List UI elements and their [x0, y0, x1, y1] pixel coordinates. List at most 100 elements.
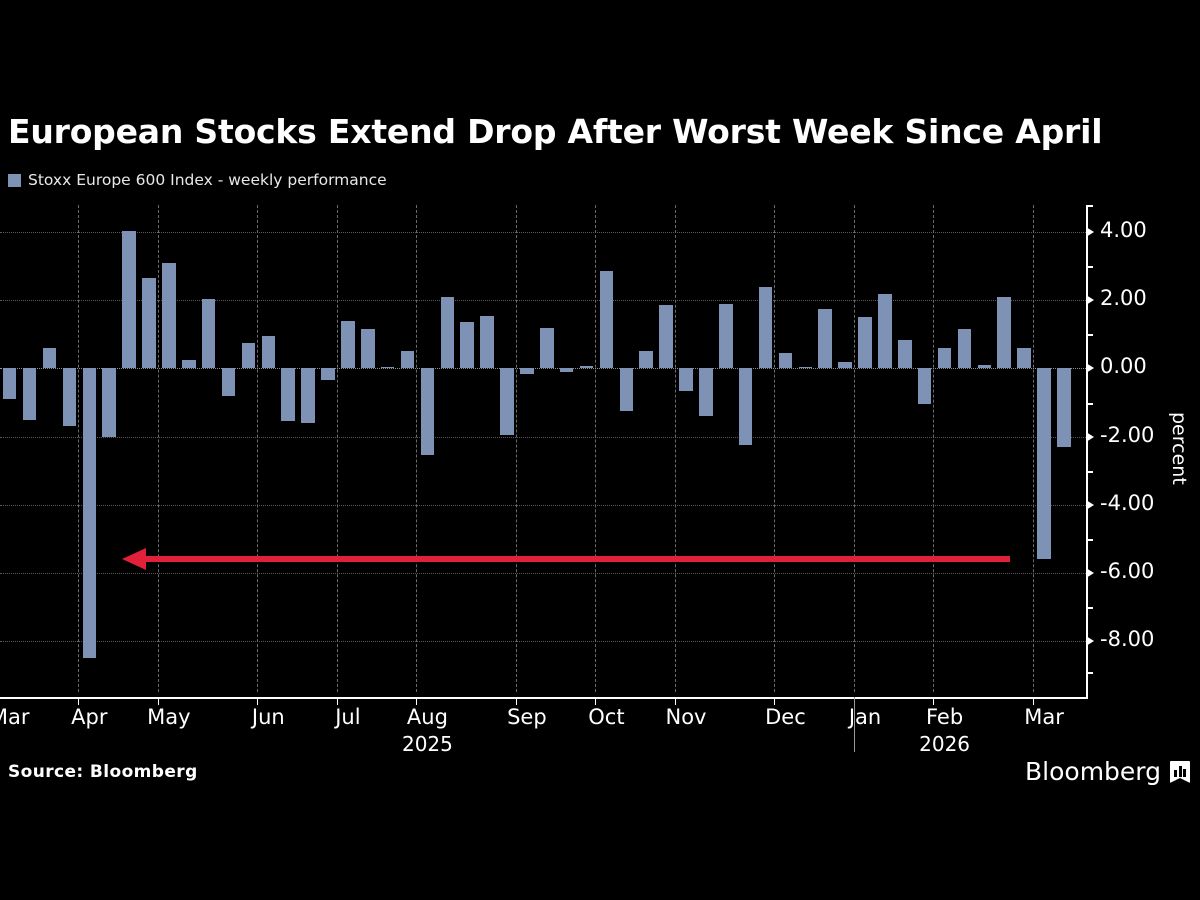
chart-bar — [758, 286, 773, 369]
gridline-vertical — [78, 205, 80, 692]
x-tick-mark — [416, 697, 418, 705]
chart-bar — [1057, 368, 1071, 447]
gridline-vertical — [595, 205, 597, 692]
chart-bar — [162, 262, 176, 369]
y-tick-arrow-icon — [1086, 227, 1094, 238]
y-tick-arrow-icon — [1086, 363, 1094, 374]
chart-bar — [102, 368, 116, 437]
y-tick-arrow-icon — [1086, 499, 1094, 510]
y-tick-minor — [1086, 334, 1093, 337]
chart-bar — [798, 366, 813, 369]
x-year-label: 2026 — [919, 732, 971, 756]
x-tick-label: Jun — [251, 705, 285, 729]
y-tick-minor — [1086, 538, 1093, 541]
x-tick-label: Dec — [765, 705, 806, 729]
gridline-horizontal — [0, 368, 1086, 370]
y-tick-arrow-icon — [1086, 431, 1094, 442]
gridline-horizontal — [0, 640, 1086, 642]
x-tick-mark — [933, 697, 935, 705]
bloomberg-brand: Bloomberg — [1025, 757, 1190, 786]
x-axis-line — [0, 697, 1088, 699]
gridline-horizontal — [0, 232, 1086, 234]
y-tick-label: 4.00 — [1100, 218, 1147, 243]
brand-text: Bloomberg — [1025, 757, 1161, 786]
y-tick-minor — [1086, 606, 1093, 609]
chart-bar — [181, 359, 196, 369]
chart-bar — [1017, 348, 1031, 369]
chart-bar — [420, 368, 435, 456]
y-tick-minor — [1086, 266, 1093, 269]
y-tick-arrow-icon — [1086, 567, 1094, 578]
y-tick-label: -8.00 — [1100, 626, 1155, 651]
source-label: Source: Bloomberg — [8, 762, 198, 782]
x-tick-label: Aug — [406, 705, 448, 729]
gridline-vertical — [257, 205, 259, 692]
chart-legend: Stoxx Europe 600 Index - weekly performa… — [8, 171, 387, 189]
chart-bar — [917, 368, 932, 405]
gridline-vertical — [933, 205, 935, 692]
gridline-vertical — [157, 205, 159, 692]
chart-bar — [520, 368, 534, 374]
y-tick-minor — [1086, 470, 1093, 473]
chart-bar — [997, 296, 1011, 369]
chart-bar — [440, 296, 455, 369]
chart-bar — [281, 368, 295, 422]
chart-bar — [719, 303, 733, 369]
chart-bar — [878, 293, 892, 369]
chart-bar — [957, 329, 972, 369]
chart-bar — [301, 368, 315, 423]
x-tick-label: Oct — [588, 705, 625, 729]
x-tick-mark — [78, 697, 80, 705]
y-tick-minor — [1086, 402, 1093, 405]
x-tick-label: Feb — [925, 705, 964, 729]
chart-bar — [122, 230, 136, 369]
y-tick-arrow-icon — [1086, 635, 1094, 646]
chart-bar — [619, 368, 634, 412]
x-tick-mark — [595, 697, 597, 705]
y-tick-minor — [1086, 205, 1093, 207]
chart-bar — [241, 342, 256, 369]
chart-bar — [838, 361, 852, 369]
chart-bar — [977, 365, 992, 369]
chart-bar — [1037, 368, 1051, 560]
chart-bar — [480, 315, 494, 369]
gridline-horizontal — [0, 504, 1086, 506]
y-tick-label: 0.00 — [1100, 354, 1147, 379]
chart-bar — [400, 351, 415, 369]
x-tick-mark — [1032, 697, 1034, 705]
x-tick-mark — [336, 697, 338, 705]
x-tick-mark — [674, 697, 676, 705]
chart-bar — [858, 317, 872, 369]
chart-bar — [321, 368, 335, 381]
chart-bar — [142, 278, 156, 369]
chart-title: European Stocks Extend Drop After Worst … — [8, 112, 1103, 151]
chart-bar — [778, 353, 793, 369]
x-tick-mark — [774, 697, 776, 705]
chart-bar — [2, 368, 17, 400]
chart-bar — [500, 368, 514, 435]
y-tick-minor — [1086, 671, 1093, 674]
plot-area — [0, 205, 1086, 692]
chart-bar — [679, 368, 693, 391]
chart-bar — [261, 336, 276, 369]
x-tick-mark — [515, 697, 517, 705]
chart-bar — [460, 322, 474, 369]
x-tick-label: Apr — [71, 705, 108, 729]
chart-bar — [62, 368, 77, 427]
gridline-horizontal — [0, 572, 1086, 574]
x-year-label: 2025 — [401, 732, 453, 756]
bloomberg-logo-icon — [1170, 760, 1190, 783]
chart-bar — [559, 368, 574, 372]
y-axis-title: percent — [1168, 412, 1190, 485]
y-tick-arrow-icon — [1086, 295, 1094, 306]
chart-bar — [361, 329, 375, 369]
legend-label: Stoxx Europe 600 Index - weekly performa… — [28, 171, 387, 189]
chart-bar — [599, 271, 614, 369]
chart-bar — [201, 298, 216, 369]
chart-bar — [659, 305, 673, 369]
legend-swatch-icon — [8, 173, 21, 187]
x-tick-label: Nov — [665, 705, 707, 729]
x-tick-label: Jul — [335, 705, 361, 729]
x-tick-label: Mar — [1024, 705, 1064, 729]
